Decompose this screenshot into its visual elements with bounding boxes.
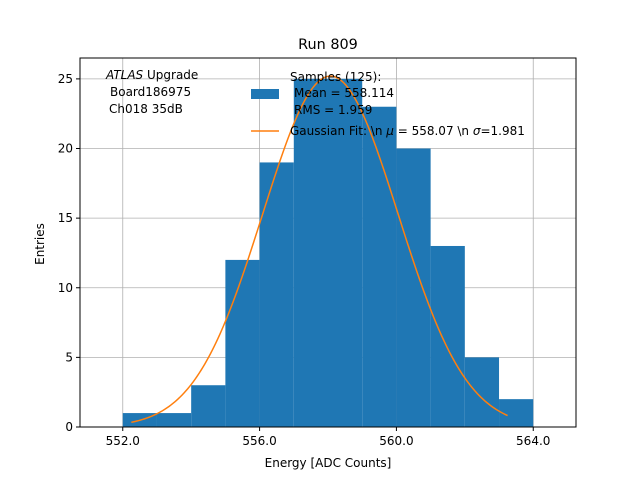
y-tick-label: 20 [58,142,73,156]
histogram-bar [156,413,192,427]
histogram-bar [293,78,328,428]
x-tick-label: 556.0 [242,434,276,448]
y-axis-ticks: 0 5 10 15 20 25 [58,72,80,434]
plot-frame [79,57,577,428]
histogram-bar [362,106,397,428]
annotation-board: Board186975 [110,85,191,99]
histogram-bar [191,385,226,427]
legend-samples-line3: RMS = 1.959 [294,103,372,117]
y-tick-label: 15 [58,211,73,225]
chart-title: Run 809 [298,37,358,53]
svg-text:ATLAS Upgrade: ATLAS Upgrade [105,68,198,82]
gaussian-fit-curve [131,75,508,424]
histogram-bar [430,245,465,427]
histogram-bar [396,148,431,427]
histogram-bar [225,259,260,427]
histogram-bar [259,162,294,427]
atlas-annotation: ATLAS Upgrade Board186975 Ch018 35dB [105,68,198,116]
x-tick-label: 564.0 [516,434,550,448]
annotation-atlas: ATLAS [105,68,144,82]
x-tick-label: 552.0 [106,434,140,448]
legend-samples-swatch [251,89,279,99]
y-axis-label: Entries [33,223,47,265]
legend-fit-label: Gaussian Fit: \n μ = 558.07 \n σ=1.981 [290,124,525,138]
y-tick-label: 25 [58,72,73,86]
histogram-bar [328,78,363,428]
histogram-bar [464,357,500,427]
legend-samples-line1: Samples (125): [290,70,381,84]
gaussian-fit-line [131,75,508,424]
legend-samples-line2: Mean = 558.114 [294,86,394,100]
x-axis-label: Energy [ADC Counts] [265,456,392,470]
annotation-channel: Ch018 35dB [109,102,183,116]
histogram-bar [499,399,534,427]
annotation-upgrade: Upgrade [143,68,198,82]
y-tick-label: 5 [65,350,73,364]
x-tick-label: 560.0 [379,434,413,448]
legend: Samples (125): Mean = 558.114 RMS = 1.95… [251,70,525,138]
y-tick-label: 0 [65,420,73,434]
histogram-bars [122,78,534,428]
x-axis-ticks: 552.0 556.0 560.0 564.0 [106,427,550,448]
y-tick-label: 10 [58,281,73,295]
